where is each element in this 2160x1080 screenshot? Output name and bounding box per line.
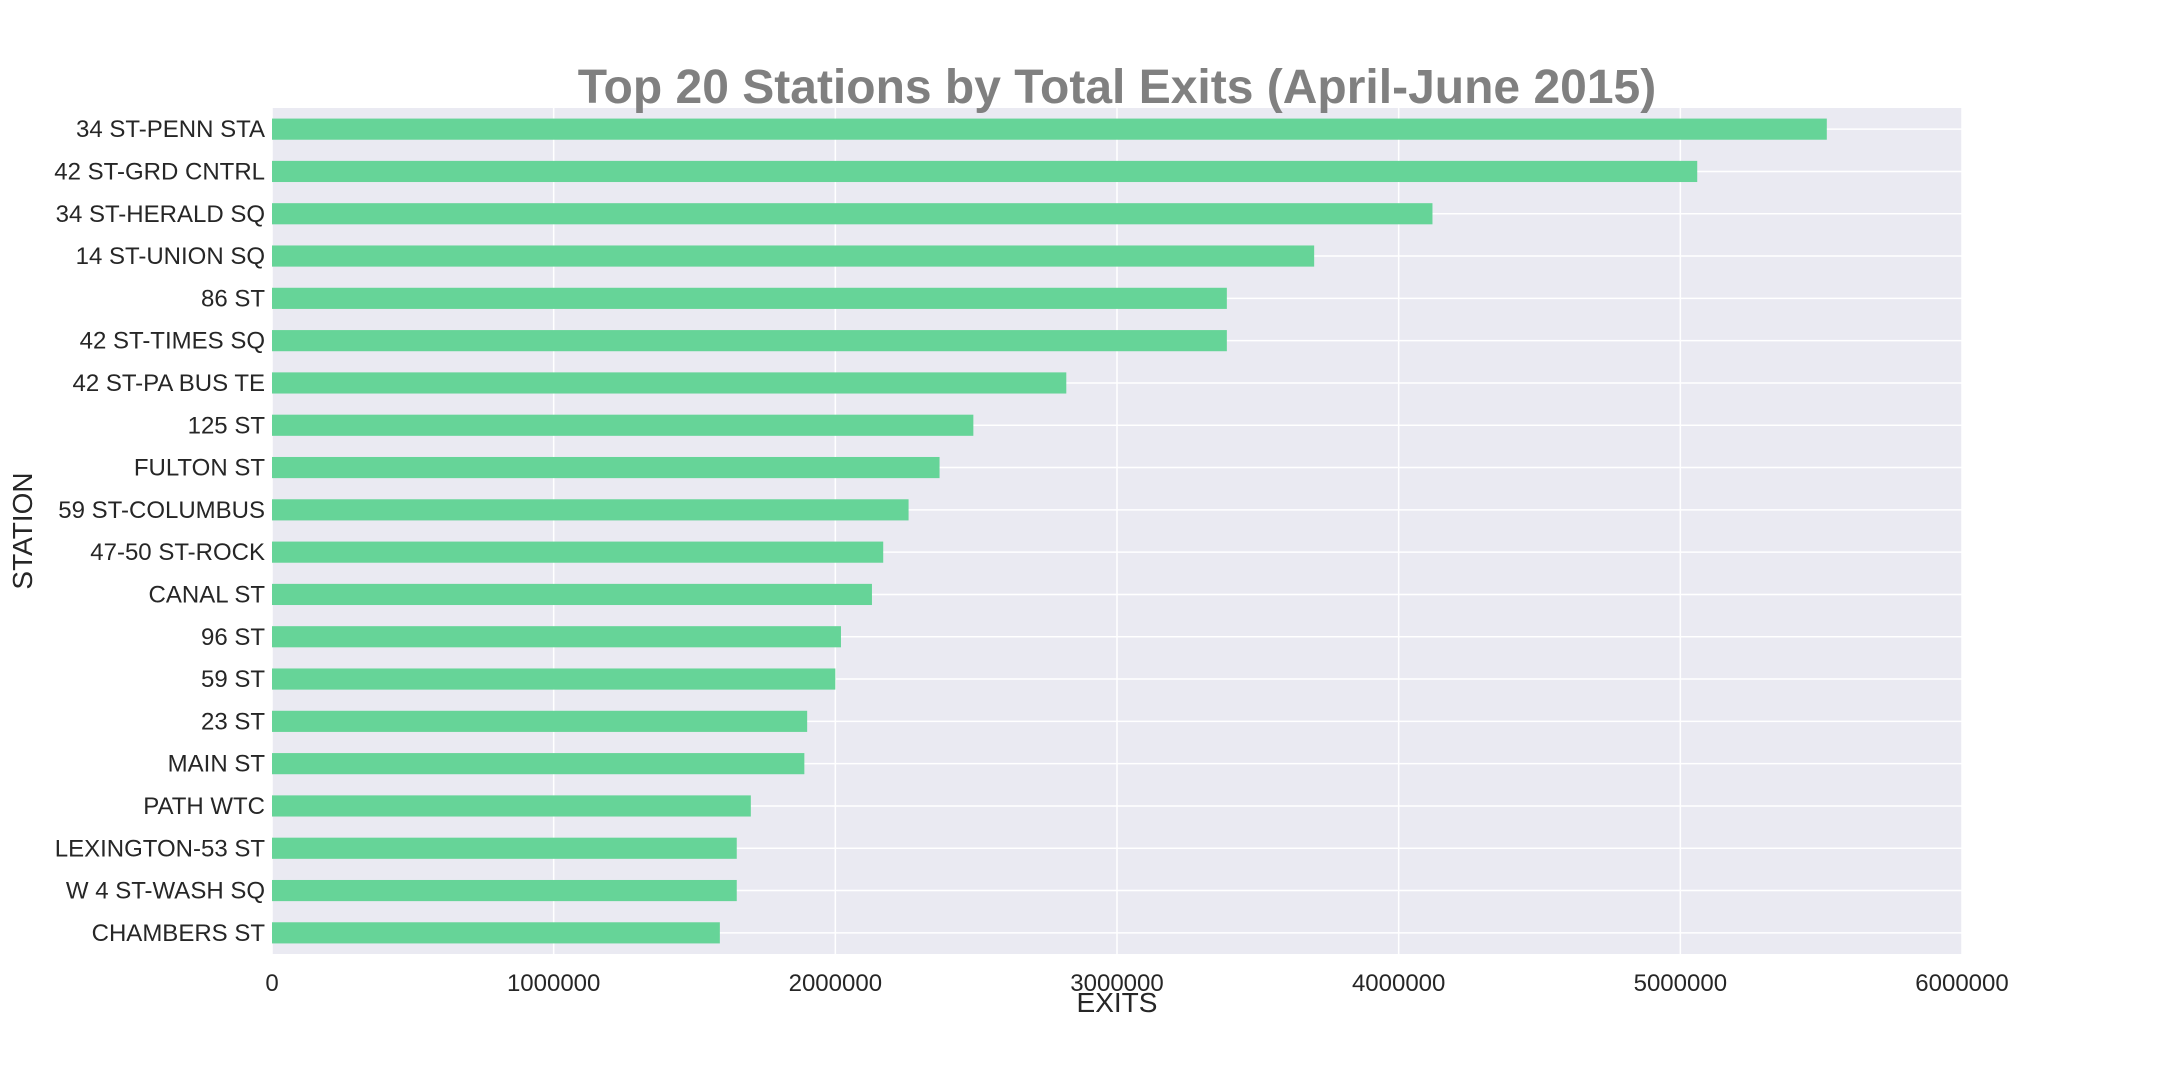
bar (272, 922, 720, 944)
y-tick-label: LEXINGTON-53 ST (55, 835, 266, 862)
bar (272, 456, 940, 479)
bar (272, 287, 1227, 309)
bar (272, 245, 1315, 267)
y-tick-label: 96 ST (201, 624, 265, 651)
bar (272, 330, 1227, 352)
bar (272, 710, 808, 732)
bar (272, 372, 1067, 394)
y-tick-label: 34 ST-HERALD SQ (56, 201, 265, 228)
x-tick-label: 5000000 (1634, 970, 1727, 997)
bar (272, 837, 737, 859)
y-tick-label: CANAL ST (149, 581, 266, 608)
x-tick-label: 6000000 (1915, 970, 2008, 997)
y-tick-label: 86 ST (201, 285, 265, 312)
bar (272, 879, 737, 902)
bar (272, 541, 884, 563)
y-tick-label: 42 ST-TIMES SQ (80, 328, 265, 355)
x-axis-label: EXITS (1077, 987, 1158, 1018)
chart-title: Top 20 Stations by Total Exits (April-Ju… (578, 61, 1656, 114)
y-tick-label: MAIN ST (168, 751, 266, 778)
y-tick-label: W 4 ST-WASH SQ (66, 878, 265, 905)
bar (272, 118, 1827, 140)
y-tick-label: 42 ST-PA BUS TE (72, 370, 265, 397)
y-tick-label: 59 ST-COLUMBUS (58, 497, 265, 524)
x-tick-label: 1000000 (507, 970, 600, 997)
bar (272, 795, 751, 817)
y-tick-label: 59 ST (201, 666, 265, 693)
x-tick-label: 4000000 (1352, 970, 1445, 997)
bar (272, 203, 1433, 225)
bar (272, 160, 1698, 183)
y-tick-label: FULTON ST (134, 455, 265, 482)
y-tick-label: 42 ST-GRD CNTRL (54, 158, 265, 185)
y-tick-label: 14 ST-UNION SQ (76, 243, 265, 270)
x-tick-label: 3000000 (1070, 970, 1163, 997)
bar (272, 626, 841, 648)
bar (272, 499, 909, 521)
x-tick-labels: 0 1000000 2000000 3000000 4000000 5000000 6000… (265, 970, 2008, 997)
y-tick-label: 47-50 ST-ROCK (90, 539, 265, 566)
bar (272, 583, 872, 606)
x-tick-label: 0 (265, 970, 278, 997)
bar (272, 753, 805, 775)
y-axis-label: STATION (7, 472, 38, 589)
bars (272, 118, 1827, 944)
y-tick-label: 23 ST (201, 708, 265, 735)
bar (272, 668, 836, 690)
y-tick-label: 34 ST-PENN STA (76, 116, 265, 143)
y-tick-label: 125 ST (188, 412, 266, 439)
x-tick-label: 2000000 (789, 970, 882, 997)
y-tick-label: CHAMBERS ST (92, 920, 266, 947)
y-tick-labels: 34 ST-PENN STA 42 ST-GRD CNTRL 34 ST-HERAL… (54, 116, 265, 947)
y-tick-label: PATH WTC (143, 793, 265, 820)
bar (272, 414, 974, 436)
